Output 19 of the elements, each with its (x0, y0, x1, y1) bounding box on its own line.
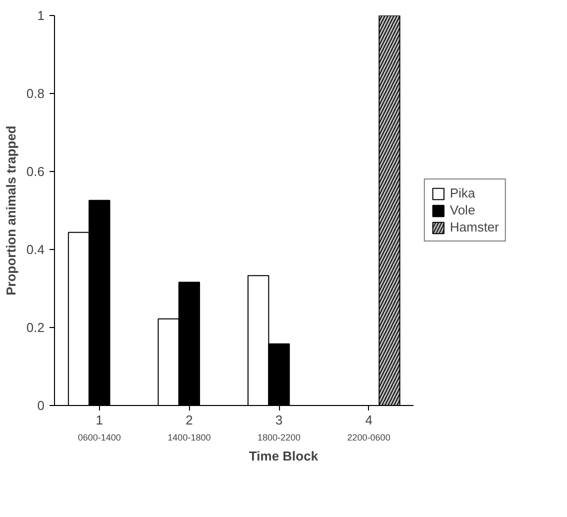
y-tick-label: 0.4 (26, 242, 45, 257)
x-tick-label: 2 (186, 412, 193, 428)
x-axis-title: Time Block (248, 448, 319, 464)
legend-label: Pika (450, 186, 476, 200)
y-tick-label: 0 (37, 398, 45, 413)
x-tick-label: 1 (96, 412, 104, 428)
y-tick-label: 0.8 (26, 86, 45, 101)
legend-label: Vole (450, 202, 476, 218)
x-tick-label: 4 (365, 412, 372, 428)
y-tick-label: 0.2 (26, 320, 45, 335)
text: 0600-1400 (78, 432, 121, 442)
y-tick-label: 1 (37, 8, 45, 23)
y-axis-title: Proportion animals trapped (3, 126, 18, 296)
x-tick-label: 3 (275, 412, 283, 428)
legend-label: Hamster (450, 220, 499, 234)
text: 1800-2200 (257, 432, 301, 442)
y-tick-label: 0.6 (26, 164, 45, 179)
text: 2200-0600 (347, 432, 390, 442)
text: 1400-1800 (168, 432, 211, 442)
